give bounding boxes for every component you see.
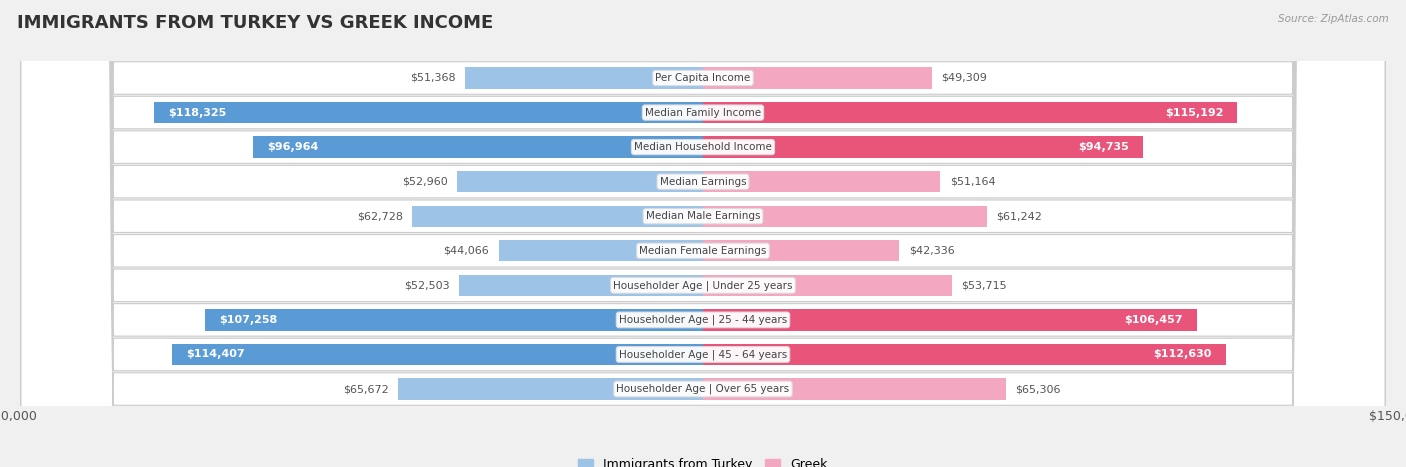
Bar — [703, 205, 987, 227]
Legend: Immigrants from Turkey, Greek: Immigrants from Turkey, Greek — [574, 453, 832, 467]
Bar — [460, 275, 703, 296]
Bar — [703, 378, 1007, 400]
Text: $112,630: $112,630 — [1153, 349, 1212, 360]
Bar — [703, 136, 1143, 158]
Text: $49,309: $49,309 — [941, 73, 987, 83]
FancyBboxPatch shape — [21, 0, 1385, 467]
Text: $51,164: $51,164 — [949, 177, 995, 187]
FancyBboxPatch shape — [21, 0, 1385, 467]
Bar — [172, 344, 703, 365]
Text: $52,960: $52,960 — [402, 177, 449, 187]
Text: Per Capita Income: Per Capita Income — [655, 73, 751, 83]
Bar — [398, 378, 703, 400]
Bar — [703, 240, 900, 262]
FancyBboxPatch shape — [21, 0, 1385, 467]
Text: Median Family Income: Median Family Income — [645, 107, 761, 118]
Text: $52,503: $52,503 — [405, 280, 450, 290]
Text: $114,407: $114,407 — [186, 349, 245, 360]
Bar — [703, 102, 1237, 123]
Text: Householder Age | Under 25 years: Householder Age | Under 25 years — [613, 280, 793, 290]
Text: $118,325: $118,325 — [167, 107, 226, 118]
Text: $62,728: $62,728 — [357, 211, 402, 221]
FancyBboxPatch shape — [21, 0, 1385, 467]
Bar — [253, 136, 703, 158]
Text: $115,192: $115,192 — [1166, 107, 1223, 118]
Text: $106,457: $106,457 — [1125, 315, 1182, 325]
Bar — [155, 102, 703, 123]
Text: $107,258: $107,258 — [219, 315, 277, 325]
Text: $53,715: $53,715 — [962, 280, 1007, 290]
FancyBboxPatch shape — [21, 0, 1385, 467]
Bar — [703, 344, 1226, 365]
Text: Median Male Earnings: Median Male Earnings — [645, 211, 761, 221]
Text: Source: ZipAtlas.com: Source: ZipAtlas.com — [1278, 14, 1389, 24]
FancyBboxPatch shape — [21, 0, 1385, 467]
Text: $61,242: $61,242 — [997, 211, 1042, 221]
Text: Median Female Earnings: Median Female Earnings — [640, 246, 766, 256]
Bar — [703, 309, 1197, 331]
Text: $42,336: $42,336 — [908, 246, 955, 256]
Bar — [703, 67, 932, 89]
Bar — [703, 275, 952, 296]
Text: $51,368: $51,368 — [409, 73, 456, 83]
Text: Householder Age | 45 - 64 years: Householder Age | 45 - 64 years — [619, 349, 787, 360]
Bar — [205, 309, 703, 331]
Bar — [703, 171, 941, 192]
Text: $65,672: $65,672 — [343, 384, 389, 394]
Text: $94,735: $94,735 — [1078, 142, 1129, 152]
Text: Householder Age | Over 65 years: Householder Age | Over 65 years — [616, 384, 790, 394]
Text: Median Household Income: Median Household Income — [634, 142, 772, 152]
Text: $44,066: $44,066 — [443, 246, 489, 256]
Bar — [499, 240, 703, 262]
Text: Median Earnings: Median Earnings — [659, 177, 747, 187]
Text: $65,306: $65,306 — [1015, 384, 1060, 394]
Bar — [412, 205, 703, 227]
Bar — [457, 171, 703, 192]
Text: IMMIGRANTS FROM TURKEY VS GREEK INCOME: IMMIGRANTS FROM TURKEY VS GREEK INCOME — [17, 14, 494, 32]
FancyBboxPatch shape — [21, 0, 1385, 467]
FancyBboxPatch shape — [21, 0, 1385, 467]
Text: $96,964: $96,964 — [267, 142, 318, 152]
Bar — [464, 67, 703, 89]
FancyBboxPatch shape — [21, 0, 1385, 467]
Text: Householder Age | 25 - 44 years: Householder Age | 25 - 44 years — [619, 315, 787, 325]
FancyBboxPatch shape — [21, 0, 1385, 467]
